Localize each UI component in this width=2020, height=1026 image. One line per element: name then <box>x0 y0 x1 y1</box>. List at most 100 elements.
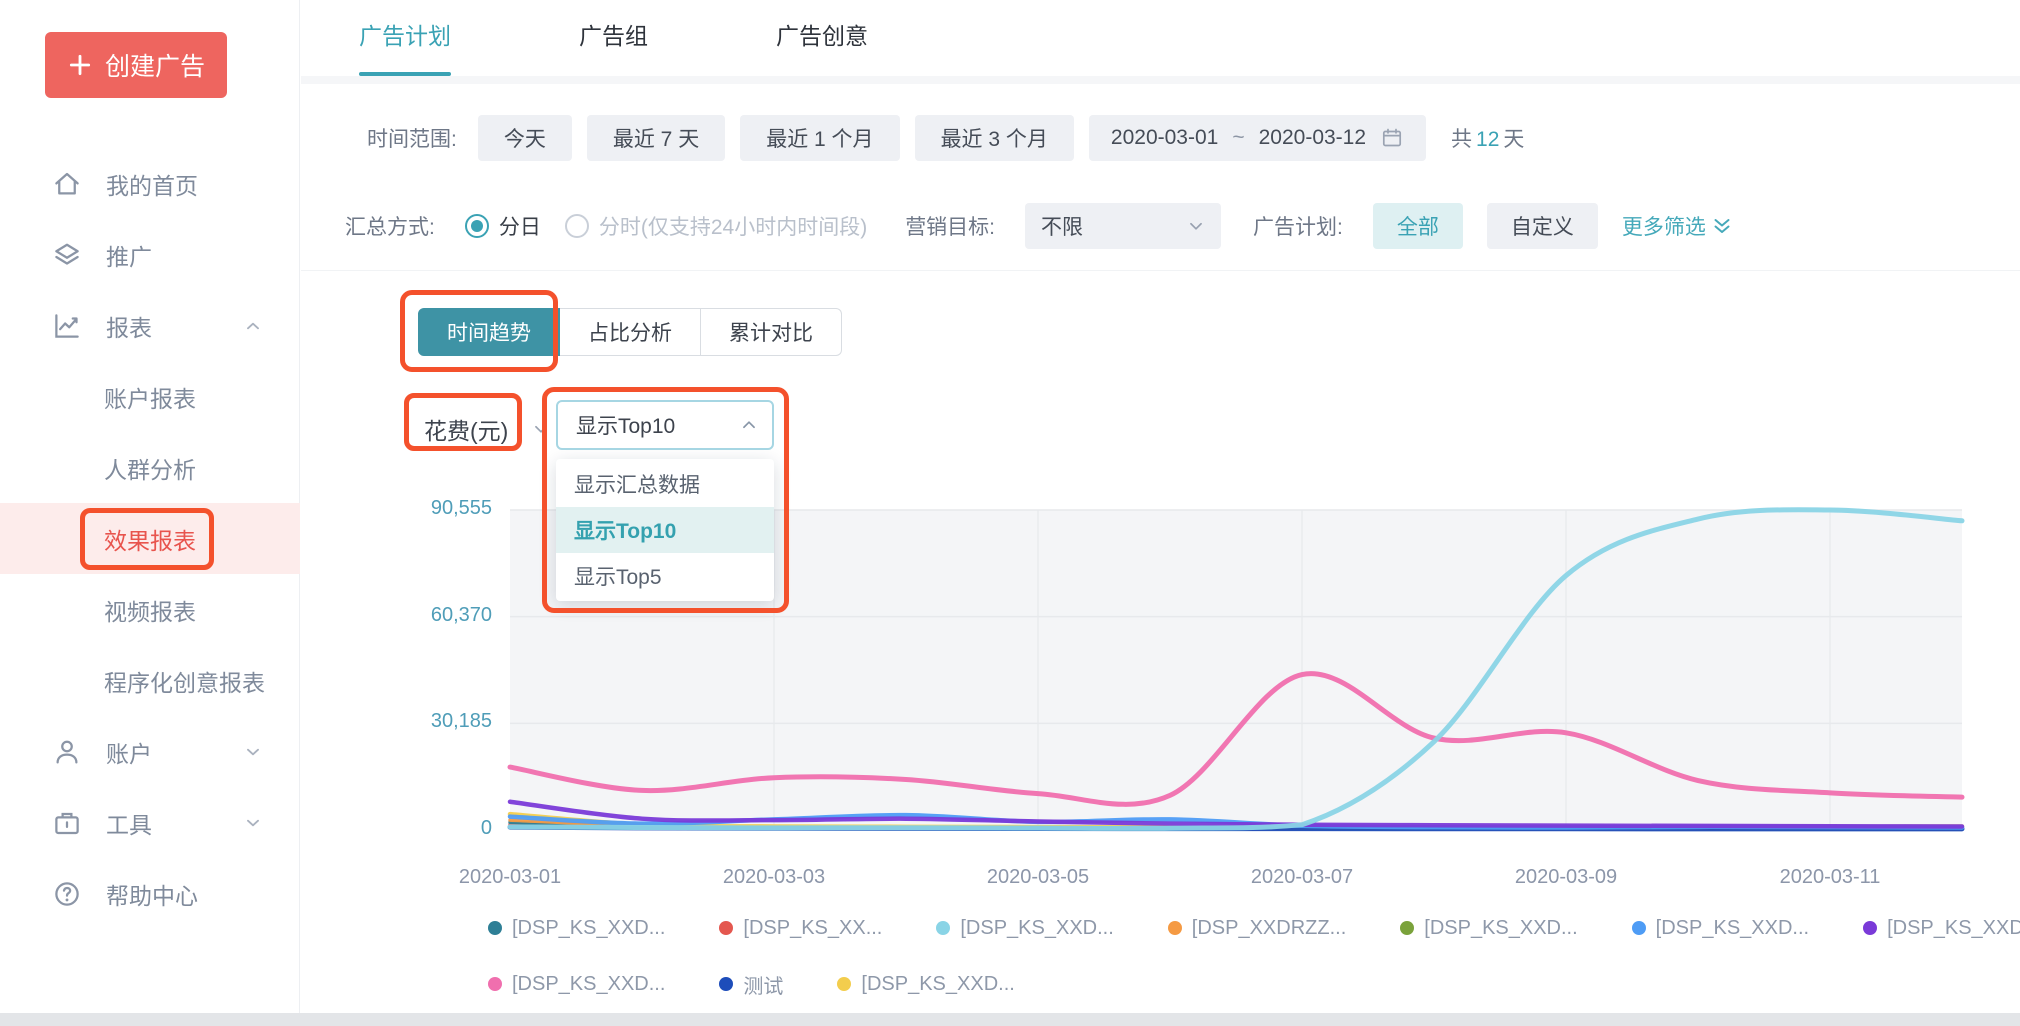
chart-legend-row-1: [DSP_KS_XXD... [DSP_KS_XX... [DSP_KS_XXD..… <box>488 908 2020 948</box>
sidebar-item-label: 账户报表 <box>104 385 196 412</box>
campaign-all-button[interactable]: 全部 <box>1372 203 1463 249</box>
date-start: 2020-03-01 <box>1110 126 1219 149</box>
summary-mode-label: 汇总方式: <box>345 216 435 239</box>
legend-label: [DSP_XXDRZZ... <box>1191 916 1347 939</box>
metric-selector[interactable]: 花费(元) <box>424 418 509 444</box>
radio-daily-circle <box>464 214 489 238</box>
legend-dot <box>488 921 502 935</box>
more-filters-label: 更多筛选 <box>1621 216 1706 239</box>
series-line-7 <box>507 671 1965 807</box>
line-chart[interactable] <box>507 507 1965 832</box>
view-tab-share-analysis[interactable]: 占比分析 <box>560 308 701 356</box>
quick-range-chip-1[interactable]: 最近 7 天 <box>586 115 726 161</box>
legend-label: [DSP_KS_XXD... <box>512 972 666 995</box>
y-axis-tick: 30,185 <box>430 710 492 733</box>
campaign-custom-button[interactable]: 自定义 <box>1486 203 1598 249</box>
radio-daily[interactable]: 分日 <box>464 211 541 241</box>
sidebar-item-tools[interactable]: 工具 <box>0 787 300 858</box>
quick-range-chip-3[interactable]: 最近 3 个月 <box>914 115 1074 161</box>
layers-icon <box>52 240 82 270</box>
top-n-dropdown-menu: 显示汇总数据显示Top10 显示Top5 <box>556 459 774 601</box>
top-n-select-value: 显示Top10 <box>576 415 676 438</box>
chart-legend-row-2: [DSP_KS_XXD... 测试 [DSP_KS_XXD... <box>488 964 1015 1004</box>
active-tab-underline <box>359 72 451 76</box>
sidebar-item-video-report[interactable]: 视频报表 <box>0 574 300 645</box>
sidebar-item-help-center[interactable]: 帮助中心 <box>0 858 300 929</box>
sidebar-item-promote[interactable]: 推广 <box>0 219 300 290</box>
x-axis-tick: 2020-03-05 <box>986 866 1090 888</box>
legend-item-0[interactable]: [DSP_KS_XXD... <box>488 917 665 940</box>
legend-dot <box>1400 921 1415 935</box>
legend-dot <box>719 977 734 991</box>
top-n-select[interactable]: 显示Top10 <box>556 400 774 450</box>
legend-item-6[interactable]: [DSP_KS_XXD... <box>1863 917 2020 940</box>
chart-view-tabs: 时间趋势 占比分析 累计对比 <box>418 308 842 356</box>
sidebar: 创建广告 我的首页 推广报表账户报表人群分析效果报表 视频报表程序化创意报表 账户工具… <box>0 0 300 1026</box>
view-tab-time-trend[interactable]: 时间趋势 <box>418 308 560 356</box>
sidebar-item-effect-report[interactable]: 效果报表 <box>0 503 300 574</box>
sidebar-item-programmatic-creative-report[interactable]: 程序化创意报表 <box>0 645 300 716</box>
legend-item-8[interactable]: 测试 <box>719 970 783 999</box>
chevron-up-icon <box>740 416 758 434</box>
dropdown-option-2[interactable]: 显示Top5 <box>574 566 662 589</box>
legend-item-1[interactable]: [DSP_KS_XX... <box>719 917 882 940</box>
legend-label: [DSP_KS_XXD... <box>1887 916 2020 939</box>
legend-label: [DSP_KS_XXD... <box>512 916 666 939</box>
help-icon <box>52 879 82 909</box>
legend-item-2[interactable]: [DSP_KS_XXD... <box>936 917 1114 940</box>
summary-filter-row: 汇总方式: 分日 分时(仅支持24小时内时间段) 营销目标: 不限 广告计划: … <box>301 202 2020 250</box>
dropdown-option-1[interactable]: 显示Top10 <box>556 507 774 553</box>
sidebar-item-account-report[interactable]: 账户报表 <box>0 361 300 432</box>
more-filters-link[interactable]: 更多筛选 <box>1622 211 1734 241</box>
tab-ad-creative[interactable]: 广告创意 <box>776 0 868 76</box>
chevron-down-icon <box>242 812 264 834</box>
create-ad-button[interactable]: 创建广告 <box>45 32 227 98</box>
sidebar-item-label: 账户 <box>106 740 152 767</box>
dropdown-option-0[interactable]: 显示汇总数据 <box>574 474 700 497</box>
quick-range-chip-2[interactable]: 最近 1 个月 <box>740 115 900 161</box>
sidebar-item-home[interactable]: 我的首页 <box>0 148 300 219</box>
tab-ad-plan[interactable]: 广告计划 <box>359 0 451 76</box>
radio-daily-label: 分日 <box>498 216 541 239</box>
legend-item-3[interactable]: [DSP_XXDRZZ... <box>1167 916 1347 940</box>
quick-range-chips: 今天 最近 7 天最近 1 个月 最近 3 个月 <box>477 115 1074 161</box>
campaign-label: 广告计划: <box>1253 216 1343 239</box>
x-axis-tick: 2020-03-07 <box>1250 866 1354 888</box>
legend-dot <box>1863 921 1878 935</box>
date-range-picker[interactable]: 2020-03-01 ~ 2020-03-12 <box>1088 115 1427 161</box>
legend-label: [DSP_KS_XX... <box>743 916 883 939</box>
tab-label: 广告计划 <box>359 23 451 49</box>
legend-item-9[interactable]: [DSP_KS_XXD... <box>837 973 1015 996</box>
view-tab-cumulative-compare[interactable]: 累计对比 <box>701 308 842 356</box>
entity-tabs: 广告计划 广告组 广告创意 <box>301 0 2020 76</box>
sidebar-nav: 我的首页 推广报表账户报表人群分析效果报表 视频报表程序化创意报表 账户工具 帮助中心 <box>0 148 300 929</box>
date-separator: ~ <box>1232 126 1245 149</box>
marketing-goal-select[interactable]: 不限 <box>1025 203 1222 249</box>
legend-item-7[interactable]: [DSP_KS_XXD... <box>488 973 665 996</box>
sidebar-item-label: 程序化创意报表 <box>104 669 265 696</box>
sidebar-item-audience-analysis[interactable]: 人群分析 <box>0 432 300 503</box>
x-axis-tick: 2020-03-03 <box>722 866 826 888</box>
chevron-down-icon <box>1187 217 1205 235</box>
legend-item-5[interactable]: [DSP_KS_XXD... <box>1631 916 1810 940</box>
quick-range-chip-0[interactable]: 今天 <box>477 115 572 161</box>
legend-dot <box>1167 921 1182 935</box>
legend-dot <box>837 977 852 991</box>
toolbox-icon <box>52 808 82 838</box>
legend-label: [DSP_KS_XXD... <box>1655 916 1810 939</box>
calendar-icon <box>1380 126 1404 150</box>
sidebar-item-reports[interactable]: 报表 <box>0 290 300 361</box>
legend-item-4[interactable]: [DSP_KS_XXD... <box>1400 917 1578 940</box>
tab-ad-group[interactable]: 广告组 <box>579 0 648 76</box>
legend-dot <box>719 921 734 935</box>
chevron-down-icon <box>532 420 550 443</box>
series-line-6 <box>507 799 1965 829</box>
sidebar-item-account[interactable]: 账户 <box>0 716 300 787</box>
sidebar-item-label: 报表 <box>106 314 152 341</box>
sidebar-item-label: 人群分析 <box>104 456 196 483</box>
topbar: 广告计划 广告组 广告创意 <box>301 0 2020 84</box>
x-axis-tick: 2020-03-11 <box>1779 866 1881 888</box>
radio-hourly[interactable]: 分时(仅支持24小时内时间段) <box>564 211 867 241</box>
double-chevron-down-icon <box>1710 214 1734 238</box>
chevron-down-icon <box>242 741 264 763</box>
